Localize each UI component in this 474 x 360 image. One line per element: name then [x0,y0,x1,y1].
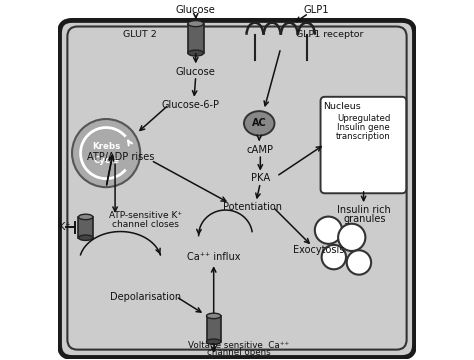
Text: cAMP: cAMP [247,144,274,154]
Bar [207,316,221,342]
Circle shape [338,224,365,251]
FancyBboxPatch shape [60,21,414,357]
Circle shape [347,250,371,275]
Text: ATP-sensitive K⁺: ATP-sensitive K⁺ [109,211,182,220]
Ellipse shape [188,50,204,56]
Ellipse shape [79,235,93,240]
Text: GLP1 receptor: GLP1 receptor [296,30,364,39]
Ellipse shape [207,313,221,319]
Text: Nucleus: Nucleus [323,102,361,111]
Text: channel opens: channel opens [207,348,271,357]
Circle shape [322,245,346,269]
Text: Glucose-6-P: Glucose-6-P [161,100,219,110]
Text: ATP/ADP rises: ATP/ADP rises [87,152,154,162]
Text: Ca⁺⁺ influx: Ca⁺⁺ influx [187,252,240,262]
Text: Cycle: Cycle [93,157,119,166]
Ellipse shape [188,21,204,27]
Text: GLUT 2: GLUT 2 [123,30,156,39]
Text: K⁺: K⁺ [60,222,71,232]
Text: Insulin gene: Insulin gene [337,123,390,132]
Text: Insulin rich: Insulin rich [337,206,391,216]
Text: AC: AC [252,118,266,128]
Text: Glucose: Glucose [176,5,216,15]
Text: Glucose: Glucose [176,67,216,77]
Text: granules: granules [343,214,385,224]
Bar [79,217,93,238]
Circle shape [315,217,342,244]
Ellipse shape [244,111,274,135]
Circle shape [72,119,140,187]
Text: GLP1: GLP1 [303,5,328,15]
Bar [188,24,204,53]
Text: channel closes: channel closes [112,220,179,229]
Ellipse shape [207,339,221,345]
Text: Depolarisation: Depolarisation [110,292,181,302]
Text: Upregulated: Upregulated [337,114,390,123]
Text: Exocytosis: Exocytosis [293,245,345,255]
Text: transcription: transcription [336,132,391,141]
Text: Voltage sensitive  Ca⁺⁺: Voltage sensitive Ca⁺⁺ [188,341,290,350]
Ellipse shape [79,214,93,220]
Text: PKA: PKA [251,173,270,183]
FancyBboxPatch shape [320,97,406,193]
Text: Potentiation: Potentiation [223,202,282,212]
Text: Krebs: Krebs [92,142,120,151]
